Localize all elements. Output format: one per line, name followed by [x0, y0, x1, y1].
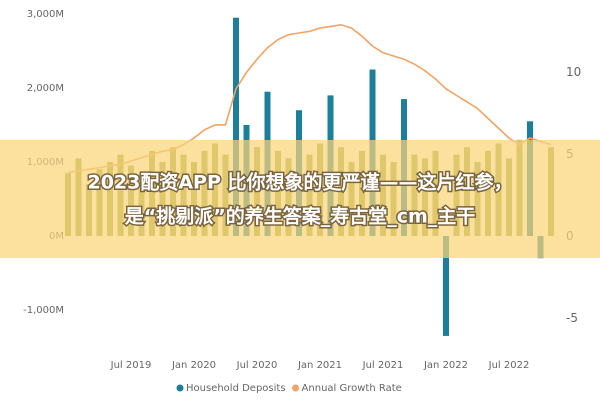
x-tick-label: Jan 2021: [297, 360, 342, 371]
banner: [0, 140, 600, 258]
legend-marker: [176, 384, 184, 392]
x-tick-label: Jan 2022: [423, 360, 468, 371]
x-tick-label: Jan 2020: [171, 360, 216, 371]
x-tick-label: Jul 2020: [236, 360, 278, 371]
y-tick-label: -1,000M: [23, 305, 64, 316]
x-tick-label: Jul 2019: [110, 360, 152, 371]
bar: [233, 17, 239, 237]
bar: [443, 236, 449, 336]
y2-tick-label: -5: [566, 311, 578, 325]
y-tick-label: 3,000M: [27, 9, 64, 20]
legend-label: Annual Growth Rate: [302, 383, 402, 394]
banner-text: 是“挑剔派”的养生答案_寿古堂_cm_主干: [125, 205, 476, 228]
legend-label: Household Deposits: [186, 383, 286, 394]
y-tick-label: 2,000M: [27, 83, 64, 94]
x-tick-label: Jul 2022: [488, 360, 530, 371]
x-tick-label: Jul 2021: [362, 360, 404, 371]
legend-marker: [292, 384, 300, 392]
banner-text: 2023配资APP 比你想象的更严谨——这片红参，: [87, 171, 512, 194]
y2-tick-label: 10: [566, 65, 581, 79]
